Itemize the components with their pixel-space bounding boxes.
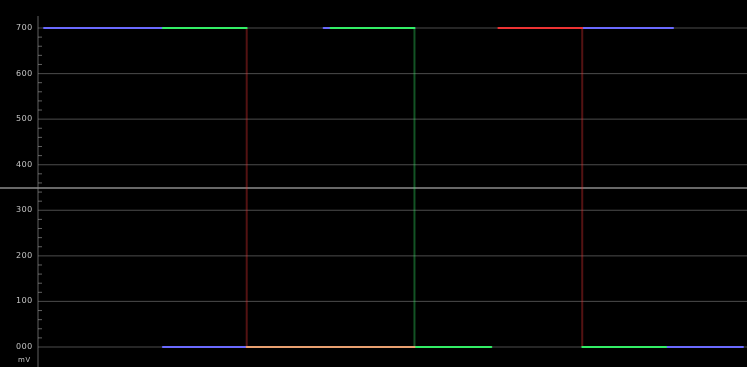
y-tick-label: 300 <box>16 205 33 215</box>
y-tick-label: 700 <box>16 23 33 32</box>
y-tick-label: 500 <box>16 114 33 124</box>
unit-label: mV <box>18 356 31 364</box>
y-tick-label: 000 <box>16 342 33 351</box>
y-tick-label: 100 <box>16 296 33 306</box>
y-tick-label: 200 <box>16 250 33 260</box>
y-tick-label: 600 <box>16 68 33 78</box>
y-tick-label: 400 <box>16 159 33 169</box>
